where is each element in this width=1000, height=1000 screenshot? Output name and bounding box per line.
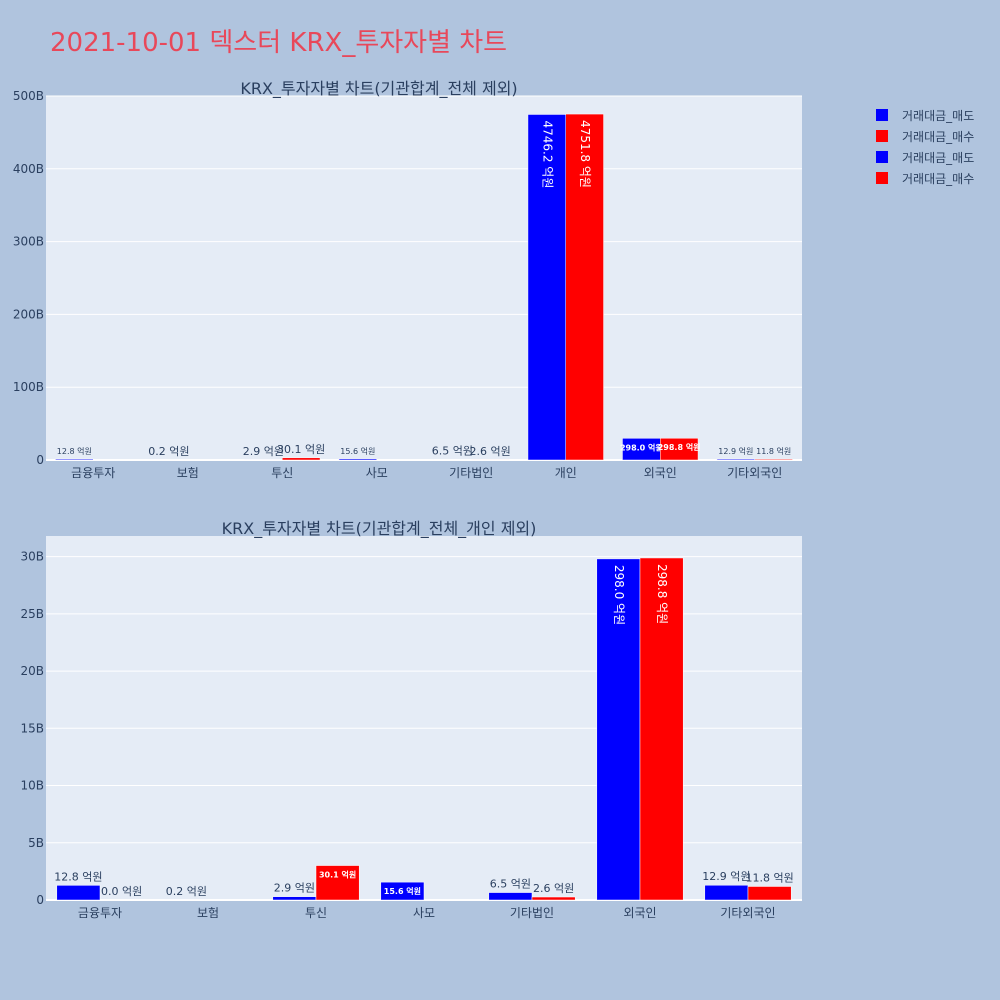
y-tick-label: 200B <box>13 307 44 321</box>
legend-swatch <box>876 172 888 184</box>
legend-item: 거래대금_매수 <box>876 172 974 186</box>
page-title: 2021-10-01 덱스터 KRX_투자자별 차트 <box>50 28 508 58</box>
data-label: 30.1 억원 <box>277 443 325 456</box>
plot-area <box>46 96 802 460</box>
bar <box>596 558 641 901</box>
x-tick-label: 사모 <box>413 906 435 920</box>
bar <box>531 896 576 901</box>
data-label: 0.2 억원 <box>166 885 207 898</box>
data-label: 2.6 억원 <box>470 445 511 458</box>
bar <box>704 884 749 901</box>
legend-item: 거래대금_매도 <box>876 109 974 123</box>
bar <box>380 881 425 901</box>
x-tick-label: 사모 <box>366 466 388 480</box>
x-tick-label: 개인 <box>555 466 577 480</box>
x-tick-label: 기타외국인 <box>727 466 782 480</box>
y-tick-label: 25B <box>20 607 44 621</box>
legend-swatch <box>876 109 888 121</box>
x-tick-label: 투신 <box>271 466 293 480</box>
y-tick-label: 400B <box>13 162 44 176</box>
legend-label: 거래대금_매도 <box>902 151 974 165</box>
bar <box>639 557 684 901</box>
legend-item: 거래대금_매도 <box>876 151 974 165</box>
data-label: 12.8 억원 <box>57 446 92 456</box>
data-label: 298.8 억원 <box>655 564 669 624</box>
data-label: 4751.8 억원 <box>578 120 592 188</box>
bar <box>754 458 793 461</box>
bar <box>338 458 378 461</box>
y-tick-label: 5B <box>28 836 44 850</box>
data-label: 298.0 억원 <box>620 442 663 452</box>
bar <box>747 886 792 901</box>
data-label: 12.9 억원 <box>702 870 750 883</box>
bar <box>716 458 756 461</box>
data-label: 0.2 억원 <box>148 445 189 458</box>
x-tick-label: 기타외국인 <box>720 906 775 920</box>
bar <box>660 437 699 461</box>
data-label: 11.8 억원 <box>756 446 791 456</box>
data-label: 298.0 억원 <box>612 565 626 625</box>
x-tick-label: 보험 <box>197 906 219 920</box>
bar <box>282 457 321 461</box>
bar <box>272 896 317 901</box>
bar <box>527 114 567 461</box>
x-tick-label: 기타법인 <box>449 466 493 480</box>
data-label: 12.9 억원 <box>718 446 753 456</box>
data-label: 15.6 억원 <box>340 446 375 456</box>
y-tick-label: 0 <box>36 453 44 467</box>
data-label: 2.9 억원 <box>274 882 315 895</box>
chart-1: 0 100B 200B 300B 400B 500B KRX_투자자별 차트(기관합계_전체… <box>13 79 802 480</box>
legend-label: 거래대금_매수 <box>902 130 974 144</box>
y-tick-label: 0 <box>36 893 44 907</box>
y-tick-label: 100B <box>13 380 44 394</box>
legend-swatch <box>876 130 888 142</box>
bar <box>315 865 360 901</box>
data-label: 12.8 억원 <box>54 870 102 883</box>
x-tick-label: 외국인 <box>644 466 677 480</box>
x-tick-label: 금융투자 <box>71 466 115 480</box>
data-label: 298.8 억원 <box>658 442 701 452</box>
y-tick-label: 15B <box>20 721 44 735</box>
bar <box>56 885 101 901</box>
data-label: 11.8 억원 <box>745 871 793 884</box>
data-label: 2.9 억원 <box>243 445 284 458</box>
legend-swatch <box>876 151 888 163</box>
chart-title: KRX_투자자별 차트(기관합계_전체_개인 제외) <box>222 519 537 539</box>
x-tick-label: 투신 <box>305 906 327 920</box>
bar <box>55 458 94 461</box>
chart-2: 0 5B 10B 15B 20B 25B 30B KRX_투자자별 차트(기관합계_전체_개인… <box>20 519 802 920</box>
x-tick-label: 금융투자 <box>78 906 122 920</box>
y-tick-label: 500B <box>13 89 44 103</box>
legend-item: 거래대금_매수 <box>876 130 974 144</box>
plot-area <box>46 536 802 900</box>
data-label: 15.6 억원 <box>384 886 421 896</box>
y-tick-label: 10B <box>20 779 44 793</box>
data-label: 30.1 억원 <box>319 870 356 880</box>
legend-label: 거래대금_매도 <box>902 109 974 123</box>
data-label: 4746.2 억원 <box>540 120 554 188</box>
data-label: 6.5 억원 <box>490 878 531 891</box>
x-tick-label: 보험 <box>177 466 199 480</box>
bar <box>565 113 604 461</box>
data-label: 0.0 억원 <box>101 885 142 898</box>
chart-title: KRX_투자자별 차트(기관합계_전체 제외) <box>240 79 517 99</box>
y-tick-label: 30B <box>20 550 44 564</box>
x-tick-label: 기타법인 <box>510 906 554 920</box>
x-tick-label: 외국인 <box>623 906 656 920</box>
legend-label: 거래대금_매수 <box>902 172 974 186</box>
y-tick-label: 20B <box>20 664 44 678</box>
bar <box>488 892 533 901</box>
y-tick-label: 300B <box>13 235 44 249</box>
data-label: 2.6 억원 <box>533 882 574 895</box>
data-label: 6.5 억원 <box>432 445 473 458</box>
